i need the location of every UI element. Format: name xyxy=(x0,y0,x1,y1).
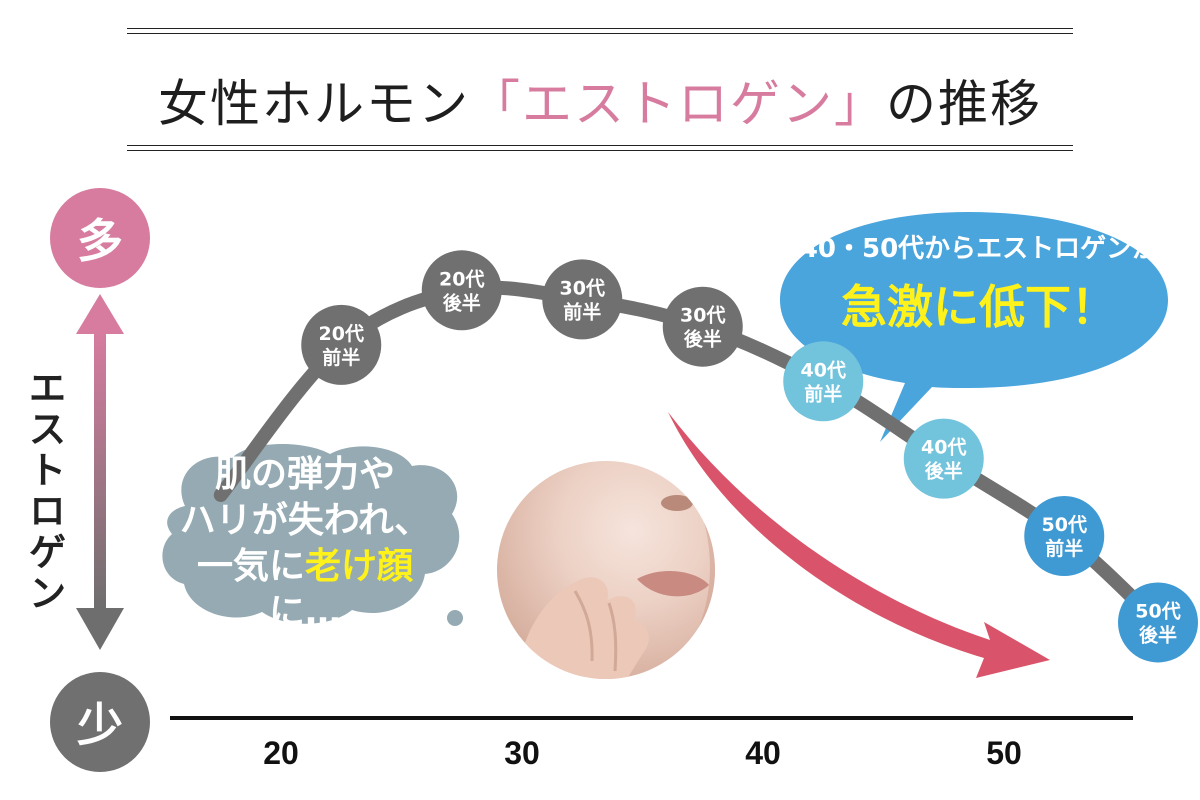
note-line1: 肌の弾力や xyxy=(214,454,395,495)
data-point-label-4-1: 後半 xyxy=(684,328,722,351)
note-text: 肌の弾力や ハリが失われ、 一気に老け顔に… xyxy=(170,452,440,636)
callout-bubble xyxy=(780,212,1168,442)
title-accent: 「エストロゲン」 xyxy=(470,75,886,133)
data-point-label-4-0: 30代 xyxy=(680,305,725,327)
data-point-label-1-1: 前半 xyxy=(322,346,360,369)
title-rule-top-2 xyxy=(127,33,1073,34)
title-suffix: の推移 xyxy=(886,75,1042,133)
callout-line2: 急激に低下！ xyxy=(841,280,1117,334)
note-line3: 一気に老け顔に… xyxy=(170,544,440,636)
note-line3-prefix: 一気に xyxy=(196,546,305,587)
data-point-marker-7 xyxy=(1024,496,1105,576)
title-rule-top-1 xyxy=(127,28,1073,29)
face-lips xyxy=(637,571,709,597)
data-point-marker-2 xyxy=(421,250,502,331)
x-tick-40: 40 xyxy=(745,735,781,771)
data-point-marker-8 xyxy=(1118,582,1198,663)
data-point-label-8-0: 50代 xyxy=(1135,600,1180,622)
data-point-label-5-0: 40代 xyxy=(801,359,846,381)
data-point-label-1-0: 20代 xyxy=(319,323,364,345)
data-point-marker-5 xyxy=(783,341,864,422)
data-point-label-3-1: 前半 xyxy=(563,300,601,323)
title-rule-bottom-1 xyxy=(127,145,1073,146)
face-finger-lines xyxy=(573,590,618,672)
y-high-badge: 多 xyxy=(50,188,150,288)
y-low-badge: 少 xyxy=(50,672,150,772)
face-fingers xyxy=(507,577,649,679)
page-title: 女性ホルモン「エストロゲン」の推移 xyxy=(127,64,1073,136)
data-point-marker-4 xyxy=(662,286,743,367)
x-tick-50: 50 xyxy=(986,735,1022,771)
data-point-label-3-0: 30代 xyxy=(560,277,605,299)
decline-arrow xyxy=(668,412,1050,678)
data-point-label-6-1: 後半 xyxy=(925,460,963,483)
data-point-label-8-1: 後半 xyxy=(1139,623,1177,646)
y-axis-label: エストロゲン xyxy=(22,368,66,614)
note-line3-suffix: に… xyxy=(268,592,341,633)
data-point-label-7-0: 50代 xyxy=(1042,514,1087,536)
title-prefix: 女性ホルモン xyxy=(158,75,470,133)
title-rule-bottom-2 xyxy=(127,150,1073,151)
data-point-marker-6 xyxy=(903,418,984,499)
data-point-marker-3 xyxy=(542,259,623,340)
data-point-label-2-1: 後半 xyxy=(443,291,481,314)
x-tick-30: 30 xyxy=(504,735,540,771)
note-cloud xyxy=(162,443,460,624)
data-point-label-7-1: 前半 xyxy=(1045,537,1083,560)
note-cloud-dot xyxy=(447,610,463,626)
note-line3-highlight: 老け顔 xyxy=(305,546,414,587)
face-photo xyxy=(497,461,715,679)
title-block: 女性ホルモン「エストロゲン」の推移 xyxy=(127,28,1073,152)
data-point-label-2-0: 20代 xyxy=(439,268,484,290)
data-point-marker-1 xyxy=(301,304,382,385)
data-point-label-5-1: 前半 xyxy=(804,382,842,405)
x-tick-20: 20 xyxy=(263,735,299,771)
face-nostril xyxy=(661,495,693,511)
data-point-label-6-0: 40代 xyxy=(921,437,966,459)
callout-line1: 40・50代からエストロゲンが xyxy=(799,234,1159,264)
callout-text: 40・50代からエストロゲンが 急激に低下！ xyxy=(784,228,1174,337)
note-line2: ハリが失われ、 xyxy=(179,500,431,541)
x-tick-labels: 20 30 40 50 xyxy=(263,735,1022,771)
y-axis-double-arrow xyxy=(76,294,124,650)
